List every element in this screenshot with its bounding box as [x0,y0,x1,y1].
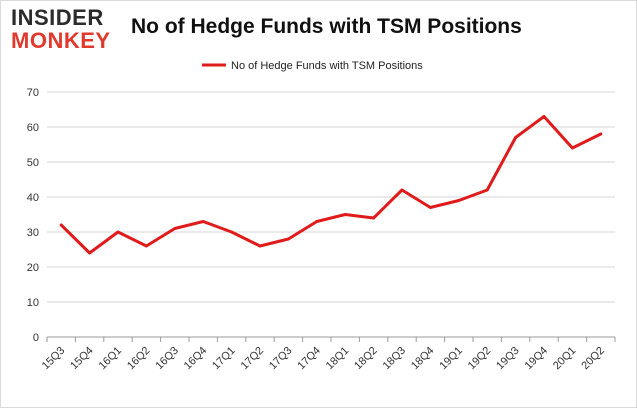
data-point [429,206,432,209]
x-tick-label: 18Q3 [381,345,409,373]
x-tick-label: 19Q2 [466,345,494,373]
x-tick-label: 18Q1 [324,345,352,373]
y-tick-label: 0 [33,332,39,344]
x-tick-label: 16Q4 [182,345,210,373]
data-point [287,237,290,241]
x-tick-label: 19Q3 [494,345,522,373]
gridlines [46,91,616,342]
x-tick-label: 20Q1 [551,345,579,373]
legend: No of Hedge Funds with TSM Positions [202,60,423,72]
y-tick-label: 50 [27,157,39,169]
y-tick-label: 20 [27,262,39,274]
x-tick-label: 18Q4 [409,345,437,373]
data-point [258,244,262,248]
data-point [315,220,319,223]
data-point [400,188,404,192]
x-tick-label: 15Q4 [68,345,96,373]
x-tick-label: 15Q3 [40,345,68,373]
x-tick-labels: 15Q3 15Q4 16Q1 16Q2 16Q3 16Q4 17Q1 17Q2 17Q3 17Q4… [40,345,607,373]
data-point [372,216,375,220]
y-tick-label: 60 [27,122,39,134]
x-tick-label: 19Q4 [523,345,551,373]
data-point [230,230,234,234]
logo-line2: MONKEY [11,28,111,53]
y-tick-label: 10 [27,297,39,309]
data-point [343,213,347,216]
y-tick-label: 30 [27,227,39,239]
data-point [542,115,546,118]
x-tick-label: 18Q2 [352,345,380,373]
series-line [59,115,603,255]
x-tick-label: 17Q3 [267,345,295,373]
y-tick-label: 70 [27,87,39,99]
y-tick-labels: 0 10 20 30 40 50 60 70 [27,87,39,344]
data-point [145,244,148,248]
x-tick-label: 20Q2 [579,345,607,373]
chart-title: No of Hedge Funds with TSM Positions [131,15,522,38]
y-tick-label: 40 [27,192,39,204]
x-tick-label: 17Q2 [239,345,267,373]
data-point [201,220,205,223]
logo-line1: INSIDER [11,5,104,30]
data-point [88,251,91,255]
data-point [599,132,603,136]
data-point [116,230,120,234]
insider-monkey-logo: INSIDER MONKEY [11,7,117,52]
data-point [485,188,489,192]
data-point [571,146,574,150]
x-tick-label: 16Q1 [97,345,125,373]
data-point [457,199,461,202]
series-group [59,115,603,255]
data-point [173,227,177,230]
x-tick-label: 16Q3 [153,345,181,373]
x-tick-label: 17Q1 [210,345,238,373]
data-point [59,223,63,227]
x-tick-label: 19Q1 [437,345,465,373]
legend-label: No of Hedge Funds with TSM Positions [231,60,423,72]
x-tick-label: 17Q4 [295,345,323,373]
x-tick-label: 16Q2 [125,345,153,373]
data-point [514,136,517,139]
